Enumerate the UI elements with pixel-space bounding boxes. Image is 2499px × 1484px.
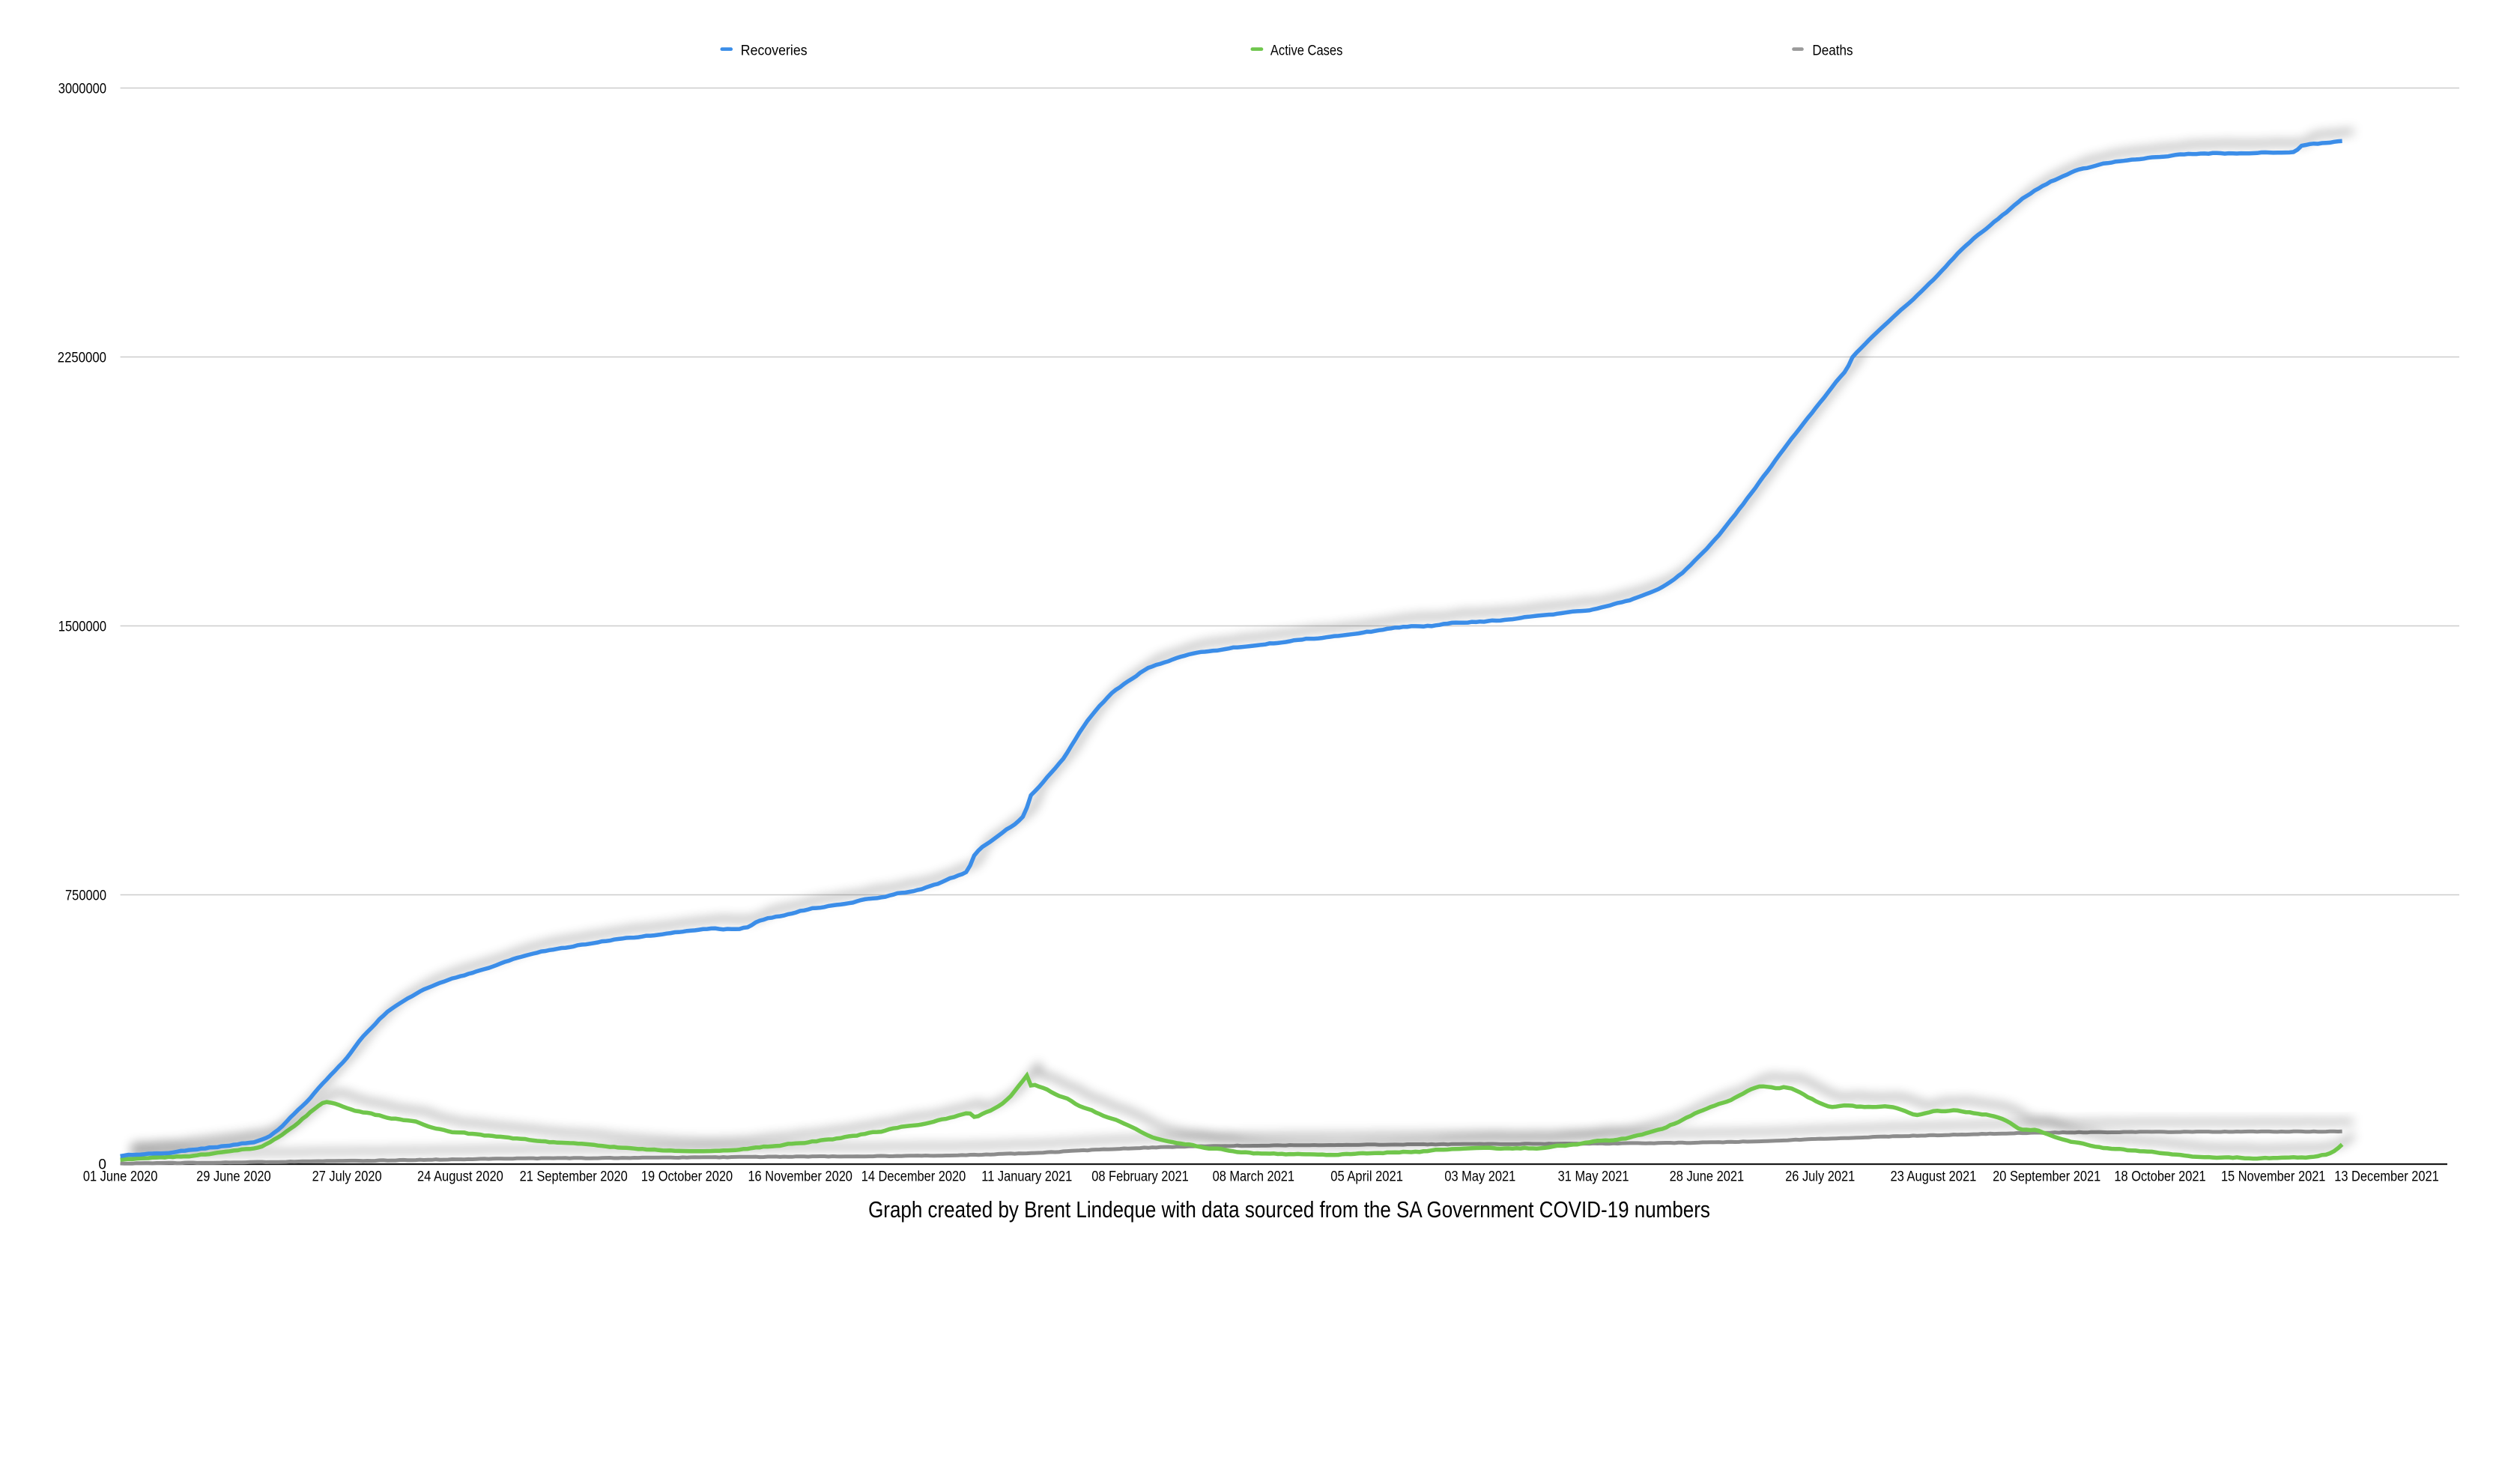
svg-text:15 November 2021: 15 November 2021 — [2221, 1169, 2326, 1185]
svg-text:23 August 2021: 23 August 2021 — [1890, 1169, 1976, 1185]
svg-text:Recoveries: Recoveries — [741, 43, 808, 59]
svg-text:01 June 2020: 01 June 2020 — [83, 1169, 158, 1185]
svg-text:26 July 2021: 26 July 2021 — [1785, 1169, 1855, 1185]
svg-text:Deaths: Deaths — [1812, 43, 1853, 59]
svg-text:750000: 750000 — [65, 888, 106, 903]
svg-text:11 January 2021: 11 January 2021 — [981, 1169, 1072, 1185]
svg-text:19 October 2020: 19 October 2020 — [641, 1169, 733, 1185]
svg-text:08 March 2021: 08 March 2021 — [1213, 1169, 1294, 1185]
svg-text:31 May 2021: 31 May 2021 — [1558, 1169, 1629, 1185]
svg-text:08 February 2021: 08 February 2021 — [1091, 1169, 1189, 1185]
svg-text:3000000: 3000000 — [58, 81, 106, 97]
svg-text:03 May 2021: 03 May 2021 — [1444, 1169, 1515, 1185]
svg-text:18 October 2021: 18 October 2021 — [2114, 1169, 2205, 1185]
svg-text:16 November 2020: 16 November 2020 — [748, 1169, 852, 1185]
svg-text:1500000: 1500000 — [58, 619, 106, 635]
svg-text:Active Cases: Active Cases — [1270, 43, 1343, 59]
svg-text:0: 0 — [98, 1157, 106, 1172]
svg-text:Graph created by Brent Lindequ: Graph created by Brent Lindeque with dat… — [868, 1196, 1710, 1223]
svg-text:05 April 2021: 05 April 2021 — [1330, 1169, 1403, 1185]
svg-text:27 July 2020: 27 July 2020 — [312, 1169, 382, 1185]
svg-text:2250000: 2250000 — [58, 350, 106, 366]
svg-text:13 December 2021: 13 December 2021 — [2334, 1169, 2439, 1185]
svg-text:29 June 2020: 29 June 2020 — [196, 1169, 271, 1185]
svg-text:21 September 2020: 21 September 2020 — [520, 1169, 628, 1185]
svg-text:20 September 2021: 20 September 2021 — [1993, 1169, 2100, 1185]
svg-text:24 August 2020: 24 August 2020 — [417, 1169, 503, 1185]
svg-text:28 June 2021: 28 June 2021 — [1670, 1169, 1745, 1185]
svg-text:14 December 2020: 14 December 2020 — [861, 1169, 966, 1185]
